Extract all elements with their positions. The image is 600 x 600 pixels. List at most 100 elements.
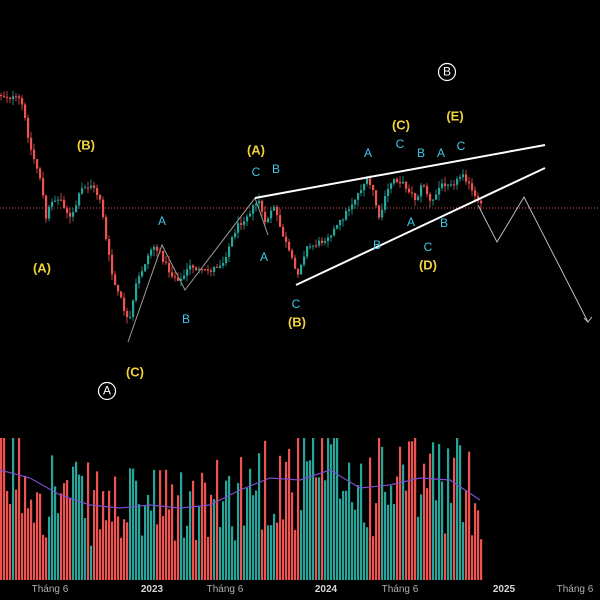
candle-body bbox=[381, 209, 384, 218]
candle-body bbox=[30, 137, 33, 150]
candle-body bbox=[168, 263, 171, 273]
candle-body bbox=[240, 223, 243, 225]
volume-bar bbox=[333, 438, 336, 580]
wave-label: (B) bbox=[77, 137, 95, 152]
volume-bar bbox=[447, 448, 450, 580]
candle-body bbox=[132, 300, 135, 317]
volume-bar bbox=[81, 475, 84, 580]
volume-bar bbox=[453, 457, 456, 580]
volume-bar bbox=[159, 470, 162, 580]
candle-body bbox=[375, 190, 378, 206]
wave-label: B bbox=[417, 146, 425, 160]
volume-bar bbox=[228, 475, 231, 580]
volume-bar bbox=[204, 482, 207, 580]
volume-bar bbox=[0, 438, 3, 580]
wave-label: A bbox=[158, 214, 166, 228]
volume-bar bbox=[324, 480, 327, 580]
candlesticks bbox=[0, 90, 483, 324]
candle-body bbox=[444, 183, 447, 186]
volume-bar bbox=[420, 494, 423, 580]
volume-bar bbox=[201, 472, 204, 580]
wave-label: (A) bbox=[247, 142, 265, 157]
volume-bar bbox=[387, 504, 390, 580]
candle-body bbox=[60, 199, 63, 201]
candle-body bbox=[111, 254, 114, 275]
volume-bar bbox=[174, 540, 177, 580]
volume-bar bbox=[255, 490, 258, 580]
volume-bar bbox=[405, 490, 408, 580]
volume-bar bbox=[462, 522, 465, 580]
candle-body bbox=[54, 200, 57, 202]
candle-body bbox=[162, 251, 165, 262]
volume-bar bbox=[6, 490, 9, 580]
volume-bar bbox=[288, 448, 291, 580]
candle-body bbox=[378, 205, 381, 218]
wave-label: C bbox=[252, 165, 261, 179]
volume-bar bbox=[414, 438, 417, 580]
candle-body bbox=[426, 186, 429, 195]
volume-bar bbox=[12, 438, 15, 580]
candle-body bbox=[465, 174, 468, 182]
volume-bar bbox=[315, 477, 318, 580]
candle-body bbox=[147, 255, 150, 265]
candle-body bbox=[150, 249, 153, 256]
candle-body bbox=[480, 200, 483, 204]
candle-body bbox=[222, 263, 225, 266]
volume-bar bbox=[84, 518, 87, 580]
candle-body bbox=[405, 181, 408, 189]
candle-body bbox=[252, 205, 255, 214]
volume-bar bbox=[342, 490, 345, 580]
volume-bar bbox=[216, 459, 219, 580]
candle-body bbox=[363, 183, 366, 191]
volume-bar bbox=[180, 472, 183, 580]
volume-bar bbox=[198, 506, 201, 580]
volume-bar bbox=[246, 488, 249, 580]
volume-bar bbox=[75, 461, 78, 580]
volume-bar bbox=[147, 494, 150, 580]
volume-bar bbox=[168, 509, 171, 580]
candle-body bbox=[333, 228, 336, 236]
volume-bar bbox=[330, 444, 333, 580]
candle-body bbox=[198, 269, 201, 271]
candle-body bbox=[399, 182, 402, 184]
candle-body bbox=[123, 297, 126, 311]
volume-bar bbox=[297, 438, 300, 580]
volume-bar bbox=[189, 491, 192, 580]
candle-body bbox=[300, 264, 303, 275]
candle-body bbox=[138, 276, 141, 284]
volume-bar bbox=[375, 503, 378, 580]
candle-body bbox=[237, 223, 240, 233]
candle-body bbox=[393, 178, 396, 184]
candle-body bbox=[324, 241, 327, 243]
candle-body bbox=[408, 188, 411, 193]
volume-bar bbox=[345, 490, 348, 580]
volume-bar bbox=[282, 519, 285, 580]
volume-bar bbox=[411, 441, 414, 580]
candle-body bbox=[357, 192, 360, 200]
volume-bar bbox=[15, 489, 18, 580]
candle-body bbox=[276, 206, 279, 216]
candle-body bbox=[42, 178, 45, 196]
candle-body bbox=[228, 246, 231, 257]
wave-label: B bbox=[440, 216, 448, 230]
wave-label: (A) bbox=[33, 260, 51, 275]
candle-body bbox=[156, 246, 159, 251]
candle-body bbox=[75, 205, 78, 213]
lower-trendline bbox=[295, 167, 546, 286]
volume-bar bbox=[33, 522, 36, 580]
candle-body bbox=[321, 240, 324, 243]
candle-body bbox=[204, 269, 207, 271]
volume-bar bbox=[444, 533, 447, 580]
volume-bar bbox=[270, 525, 273, 580]
wave-label: B bbox=[272, 162, 280, 176]
candle-body bbox=[435, 194, 438, 200]
volume-bar bbox=[111, 521, 114, 580]
volume-bar bbox=[243, 525, 246, 580]
volume-bar bbox=[114, 476, 117, 580]
volume-bar bbox=[96, 471, 99, 580]
volume-bar bbox=[192, 480, 195, 580]
volume-bar bbox=[3, 438, 6, 580]
volume-bar bbox=[54, 486, 57, 580]
candle-body bbox=[306, 246, 309, 257]
volume-bar bbox=[156, 524, 159, 580]
